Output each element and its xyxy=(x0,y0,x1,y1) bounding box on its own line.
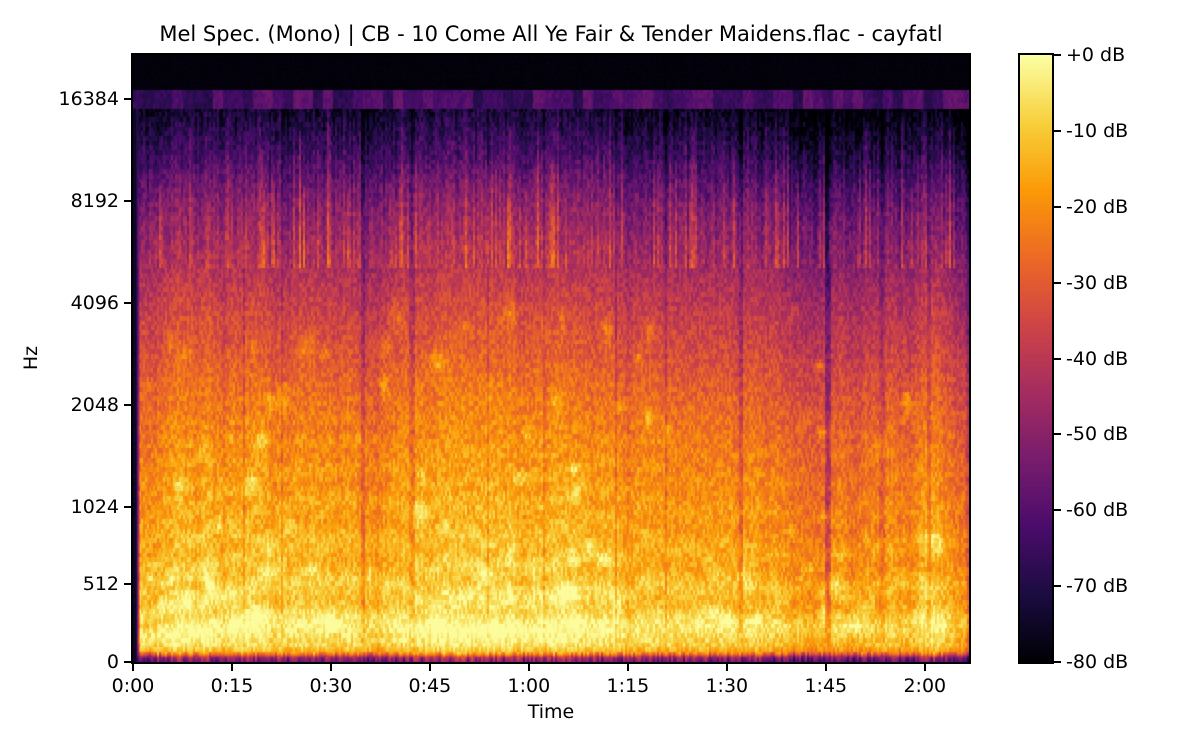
x-tick-mark xyxy=(527,664,530,671)
colorbar-tick-label: -50 dB xyxy=(1066,423,1129,446)
x-tick-mark xyxy=(824,664,827,671)
y-tick-label: 1024 xyxy=(70,495,119,518)
y-tick-mark xyxy=(124,583,131,586)
y-tick-mark xyxy=(124,97,131,100)
x-tick-label: 0:45 xyxy=(408,675,452,697)
y-tick-label: 512 xyxy=(82,573,119,596)
x-tick-mark xyxy=(626,664,629,671)
chart-title: Mel Spec. (Mono) | CB - 10 Come All Ye F… xyxy=(159,22,943,46)
x-tick-label: 0:15 xyxy=(210,675,254,697)
x-tick-label: 2:00 xyxy=(903,675,947,697)
colorbar-tick-label: -80 dB xyxy=(1066,651,1129,673)
y-axis-label: Hz xyxy=(20,345,42,371)
colorbar xyxy=(1018,53,1054,664)
colorbar-tick-mark xyxy=(1054,357,1061,360)
x-tick-mark xyxy=(231,664,233,671)
colorbar-tick-mark xyxy=(1054,205,1061,208)
x-tick-mark xyxy=(725,664,728,671)
colorbar-tick-label: +0 dB xyxy=(1066,44,1126,66)
colorbar-tick-mark xyxy=(1054,54,1061,56)
colorbar-tick-mark xyxy=(1054,129,1061,132)
colorbar-tick-label: -70 dB xyxy=(1066,575,1129,598)
colorbar-tick-mark xyxy=(1054,661,1061,663)
y-tick-mark xyxy=(124,661,131,663)
plot-area xyxy=(131,53,971,664)
x-tick-label: 0:00 xyxy=(111,675,155,697)
x-tick-label: 1:30 xyxy=(705,675,749,697)
y-tick-mark xyxy=(124,505,131,508)
x-tick-label: 0:30 xyxy=(309,675,353,697)
y-tick-label: 8192 xyxy=(70,189,119,212)
x-tick-mark xyxy=(428,664,431,671)
x-tick-mark xyxy=(923,664,926,671)
spectrogram-heatmap-canvas xyxy=(133,55,969,662)
colorbar-tick-label: -40 dB xyxy=(1066,347,1129,370)
colorbar-tick-label: -30 dB xyxy=(1066,271,1129,294)
y-tick-label: 4096 xyxy=(70,291,119,314)
x-tick-mark xyxy=(329,664,332,671)
colorbar-tick-mark xyxy=(1054,433,1061,436)
colorbar-tick-label: -20 dB xyxy=(1066,195,1129,218)
x-tick-label: 1:15 xyxy=(606,675,650,697)
colorbar-gradient-canvas xyxy=(1020,55,1052,662)
y-tick-label: 16384 xyxy=(58,87,119,110)
x-tick-label: 1:45 xyxy=(804,675,848,697)
x-tick-mark xyxy=(132,664,134,671)
x-axis-label: Time xyxy=(527,701,575,723)
x-tick-label: 1:00 xyxy=(507,675,551,697)
y-tick-label: 2048 xyxy=(70,393,119,416)
colorbar-tick-label: -60 dB xyxy=(1066,499,1129,522)
y-tick-label: 0 xyxy=(106,651,119,673)
y-tick-mark xyxy=(124,301,131,304)
colorbar-tick-mark xyxy=(1054,585,1061,588)
colorbar-tick-label: -10 dB xyxy=(1066,119,1129,142)
colorbar-tick-mark xyxy=(1054,509,1061,512)
y-tick-mark xyxy=(124,403,131,406)
colorbar-tick-mark xyxy=(1054,281,1061,284)
y-tick-mark xyxy=(124,199,131,202)
